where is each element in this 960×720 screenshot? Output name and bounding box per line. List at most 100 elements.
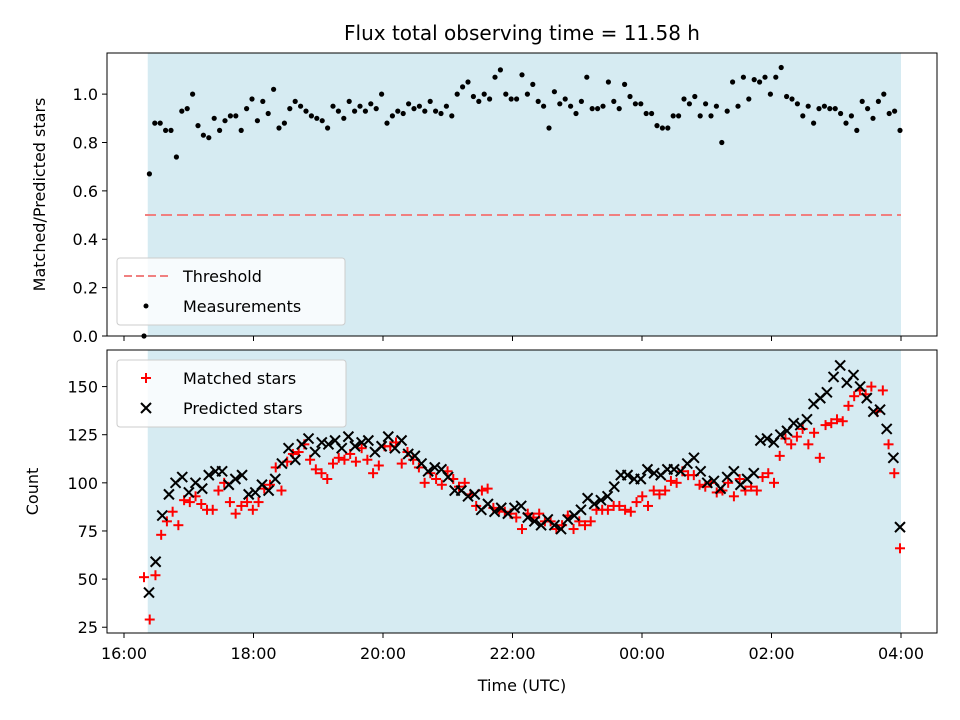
predicted-star-point	[528, 515, 541, 528]
measurement-point	[373, 106, 379, 112]
cross-stroke	[196, 482, 208, 495]
predicted-star-point	[894, 521, 906, 533]
count-x-ticks: 16:00 18:00 20:00 22:00 00:00 02:00 04:00	[101, 633, 924, 663]
matched-star-point	[883, 439, 894, 450]
matched-star-point	[373, 460, 384, 471]
measurement-point	[773, 74, 779, 80]
measurement-point	[422, 108, 428, 114]
measurement-point	[152, 120, 158, 126]
cross-stroke	[787, 417, 800, 429]
cross-stroke	[262, 484, 275, 497]
matched-star-point	[671, 477, 682, 488]
legend-plus-marker	[141, 373, 151, 383]
cross-stroke	[542, 513, 554, 526]
count-y-tick-label: 125	[67, 426, 98, 445]
ratio-y-tick-label: 0.8	[73, 133, 98, 152]
measurement-point	[184, 106, 190, 112]
predicted-stars-points	[143, 359, 906, 599]
measurement-point	[800, 113, 806, 119]
cross-stroke	[329, 434, 341, 447]
predicted-star-point	[608, 480, 620, 493]
cross-stroke	[462, 490, 474, 503]
matched-star-point	[362, 454, 373, 465]
matched-star-point	[396, 458, 407, 469]
cross-stroke	[276, 457, 288, 470]
measurement-point	[638, 101, 644, 107]
measurement-point	[762, 74, 768, 80]
predicted-star-point	[621, 469, 634, 481]
cross-stroke	[555, 523, 567, 535]
matched-star-point	[625, 506, 636, 517]
predicted-star-point	[289, 454, 301, 466]
measurement-point	[551, 89, 558, 95]
matched-star-point	[156, 529, 167, 540]
matched-star-point	[144, 614, 155, 625]
matched-star-point	[866, 381, 877, 392]
cross-stroke	[621, 469, 634, 481]
predicted-star-point	[196, 482, 208, 495]
measurement-point	[470, 93, 476, 100]
measurement-point	[859, 98, 865, 104]
cross-stroke	[429, 461, 441, 474]
measurement-point	[665, 125, 671, 131]
matched-star-point	[643, 500, 653, 511]
measurement-point	[886, 110, 892, 117]
count-y-axis-label: Count	[23, 468, 42, 516]
cross-stroke	[402, 448, 414, 460]
matched-star-point	[654, 489, 665, 500]
matched-star-point	[797, 423, 808, 434]
measurement-point	[362, 108, 368, 114]
predicted-star-point	[429, 461, 441, 474]
matched-star-point	[614, 500, 625, 511]
count-y-tick-label: 150	[67, 378, 98, 397]
cross-stroke	[316, 436, 328, 449]
measurement-point	[751, 77, 757, 83]
cross-stroke	[601, 490, 614, 503]
matched-star-point	[580, 520, 590, 531]
measurement-point	[605, 79, 612, 85]
matched-star-point	[895, 543, 905, 554]
cross-stroke	[887, 452, 900, 464]
measurement-point	[303, 108, 309, 114]
matched-star-point	[328, 458, 338, 469]
cross-stroke	[575, 504, 587, 516]
ratio-x-ticks	[123, 336, 902, 341]
predicted-star-point	[754, 434, 767, 447]
measurement-point	[821, 103, 828, 109]
measurement-point	[416, 103, 422, 109]
measurement-point	[244, 106, 250, 112]
measurement-point	[308, 113, 314, 119]
matched-star-point	[236, 500, 247, 511]
measurement-point	[325, 125, 331, 131]
cross-stroke	[349, 440, 361, 452]
measurement-point	[573, 110, 579, 117]
chart-title: Flux total observing time = 11.58 h	[344, 21, 700, 45]
predicted-star-point	[229, 473, 242, 485]
measurement-points	[141, 64, 903, 339]
measurement-point	[222, 118, 228, 124]
matched-star-point	[832, 414, 842, 425]
predicted-star-point	[176, 471, 188, 483]
cross-stroke	[229, 473, 242, 485]
predicted-star-point	[668, 463, 680, 476]
measurement-point	[514, 96, 520, 102]
ratio-panel: 0.0 0.2 0.4 0.6 0.8 1.0 Flux total observing …	[30, 21, 938, 346]
matched-star-point	[322, 473, 333, 484]
matched-star-point	[740, 485, 751, 496]
measurement-point	[681, 96, 687, 102]
matched-star-point	[150, 570, 161, 581]
matched-star-point	[568, 524, 579, 535]
ratio-y-ticks: 0.0 0.2 0.4 0.6 0.8 1.0	[73, 85, 107, 346]
predicted-star-point	[322, 438, 335, 451]
predicted-star-point	[694, 465, 707, 477]
predicted-star-point	[422, 465, 434, 477]
measurement-point	[449, 113, 455, 119]
matched-star-point	[700, 481, 711, 492]
measurement-point	[892, 108, 898, 114]
matched-star-point	[757, 472, 768, 483]
matched-star-point	[247, 504, 258, 515]
cross-stroke	[495, 502, 507, 514]
matched-star-point	[196, 499, 207, 510]
cross-stroke	[701, 477, 713, 489]
predicted-star-point	[508, 502, 521, 514]
